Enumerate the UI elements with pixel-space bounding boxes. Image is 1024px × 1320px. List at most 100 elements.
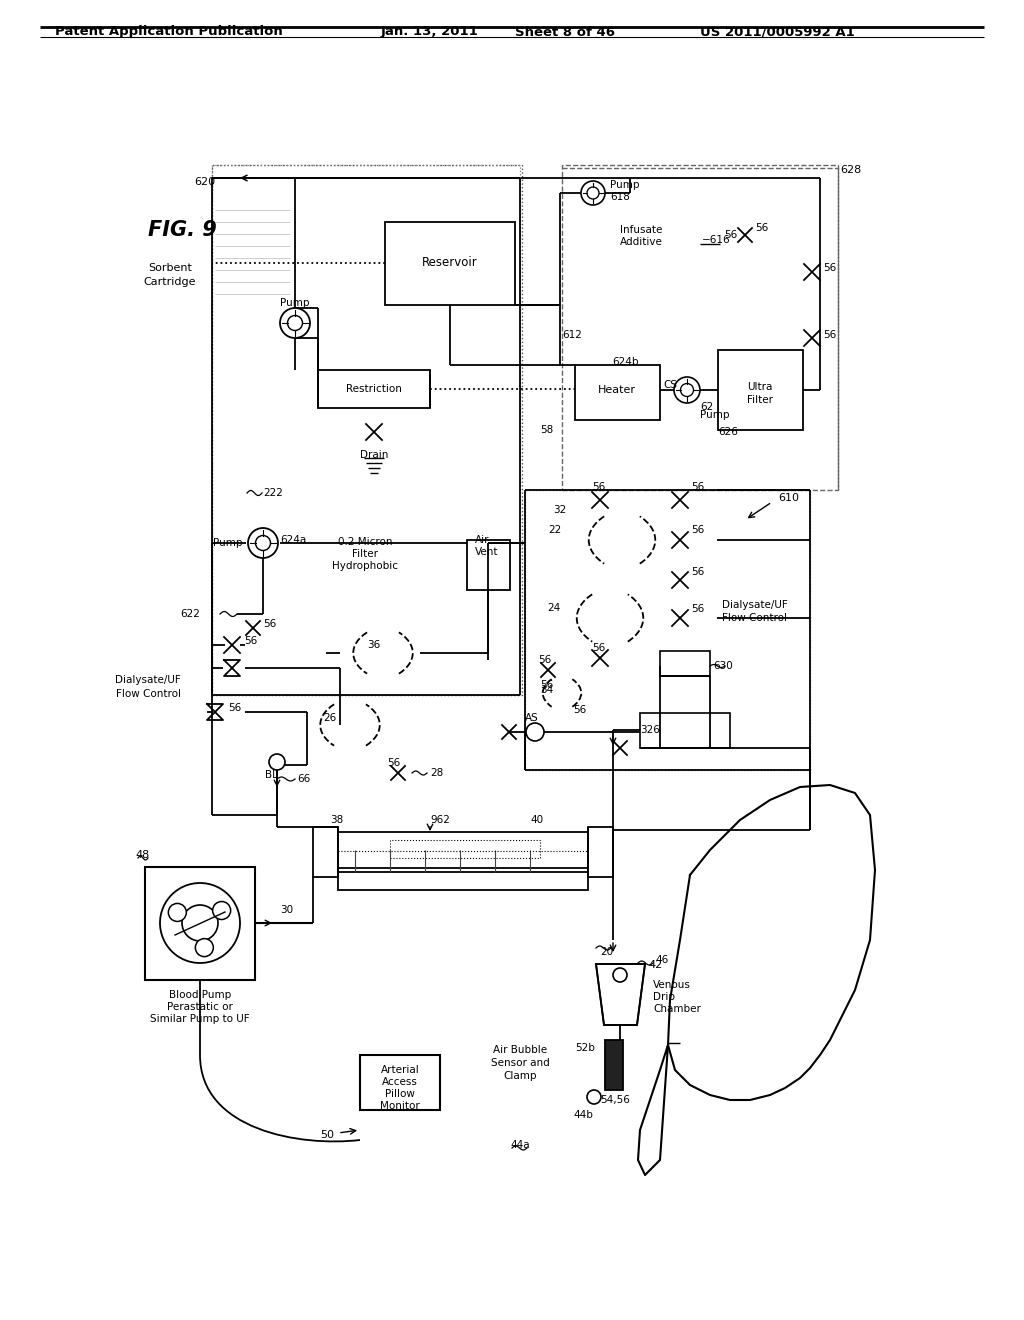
Text: 20: 20: [600, 946, 613, 957]
Text: Restriction: Restriction: [346, 384, 402, 393]
Text: 610: 610: [778, 492, 799, 503]
Text: US 2011/0005992 A1: US 2011/0005992 A1: [700, 25, 855, 38]
Bar: [575, 366, 660, 420]
Text: Monitor: Monitor: [380, 1101, 420, 1111]
Circle shape: [269, 754, 285, 770]
Text: 962: 962: [430, 814, 450, 825]
Text: AS: AS: [525, 713, 539, 723]
Text: 56: 56: [573, 705, 587, 715]
Text: Air Bubble: Air Bubble: [493, 1045, 547, 1055]
Text: 26: 26: [323, 713, 336, 723]
Circle shape: [248, 528, 278, 558]
Text: 50: 50: [319, 1130, 334, 1140]
Text: 28: 28: [430, 768, 443, 777]
Bar: [145, 867, 255, 979]
Text: 30: 30: [280, 906, 293, 915]
Text: Pump: Pump: [700, 411, 729, 420]
Text: 52b: 52b: [575, 1043, 595, 1053]
Text: Dialysate/UF: Dialysate/UF: [722, 601, 787, 610]
Text: 624a: 624a: [280, 535, 306, 545]
Text: 56: 56: [823, 330, 837, 341]
Text: Dialysate/UF: Dialysate/UF: [115, 675, 181, 685]
Bar: [338, 832, 588, 873]
Text: Similar Pump to UF: Similar Pump to UF: [151, 1014, 250, 1024]
Text: 44a: 44a: [510, 1140, 529, 1150]
Text: FIG. 9: FIG. 9: [148, 220, 217, 240]
Text: 612: 612: [562, 330, 582, 341]
Text: 326: 326: [640, 725, 659, 735]
Text: 32: 32: [553, 506, 566, 515]
Circle shape: [587, 187, 599, 199]
Text: Flow Control: Flow Control: [722, 612, 787, 623]
Circle shape: [160, 883, 240, 964]
Text: 48: 48: [135, 850, 150, 861]
Text: Filter: Filter: [746, 395, 773, 405]
Text: Ultra: Ultra: [748, 381, 773, 392]
Text: Venous: Venous: [653, 979, 691, 990]
Text: Infusate: Infusate: [620, 224, 663, 235]
Circle shape: [587, 1090, 601, 1104]
Text: Arterial: Arterial: [381, 1065, 420, 1074]
Bar: [640, 713, 730, 748]
Text: Pillow: Pillow: [385, 1089, 415, 1100]
Bar: [562, 165, 838, 490]
Text: Additive: Additive: [620, 238, 663, 247]
Text: 628: 628: [840, 165, 861, 176]
Text: 618: 618: [610, 191, 630, 202]
Text: Drip: Drip: [653, 993, 675, 1002]
Text: 56: 56: [228, 704, 242, 713]
Text: 54,56: 54,56: [600, 1096, 630, 1105]
Text: 56: 56: [263, 619, 276, 630]
Text: Vent: Vent: [475, 546, 499, 557]
Circle shape: [256, 536, 270, 550]
Text: 222: 222: [263, 488, 283, 498]
Circle shape: [581, 181, 605, 205]
Bar: [360, 1055, 440, 1110]
Text: Pump: Pump: [610, 180, 640, 190]
Text: Air: Air: [475, 535, 489, 545]
Text: Sorbent: Sorbent: [148, 263, 191, 273]
Bar: [390, 840, 540, 858]
Text: BL: BL: [265, 770, 278, 780]
Text: 62: 62: [700, 403, 714, 412]
Text: 630: 630: [713, 661, 733, 671]
Text: 56: 56: [724, 230, 737, 240]
Circle shape: [182, 906, 218, 941]
Text: Patent Application Publication: Patent Application Publication: [55, 25, 283, 38]
Text: Blood Pump: Blood Pump: [169, 990, 231, 1001]
Text: 46: 46: [655, 954, 669, 965]
Bar: [338, 869, 588, 890]
Bar: [525, 490, 810, 770]
Text: CS: CS: [663, 380, 677, 389]
Circle shape: [526, 723, 544, 741]
Text: 56: 56: [244, 636, 257, 645]
Text: 44b: 44b: [573, 1110, 593, 1119]
Bar: [467, 540, 510, 590]
Bar: [718, 350, 803, 430]
Text: Reservoir: Reservoir: [422, 256, 478, 269]
Text: Access: Access: [382, 1077, 418, 1086]
Text: 626: 626: [718, 426, 738, 437]
Circle shape: [168, 903, 186, 921]
Circle shape: [213, 902, 230, 920]
Text: Filter: Filter: [352, 549, 378, 558]
Text: Pump: Pump: [213, 539, 243, 548]
Circle shape: [288, 315, 302, 330]
Bar: [385, 222, 515, 305]
Text: Clamp: Clamp: [503, 1071, 537, 1081]
Text: 38: 38: [330, 814, 343, 825]
Text: Hydrophobic: Hydrophobic: [332, 561, 398, 572]
Bar: [212, 165, 520, 696]
Text: 56: 56: [823, 263, 837, 273]
Text: 24: 24: [547, 603, 560, 612]
Text: Cartridge: Cartridge: [143, 277, 197, 286]
Bar: [605, 1040, 623, 1090]
Text: Chamber: Chamber: [653, 1005, 700, 1014]
Text: Drain: Drain: [359, 450, 388, 459]
Text: 624b: 624b: [612, 356, 639, 367]
Bar: [588, 828, 613, 876]
Text: 56: 56: [691, 605, 705, 614]
Text: Pump: Pump: [281, 298, 309, 308]
Text: Heater: Heater: [598, 385, 636, 395]
Text: 36: 36: [367, 640, 380, 649]
